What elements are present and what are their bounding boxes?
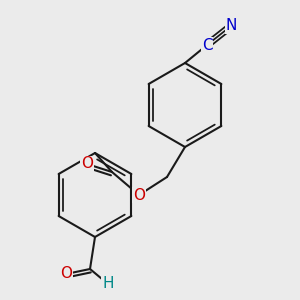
Text: N: N bbox=[225, 19, 237, 34]
Text: O: O bbox=[133, 188, 145, 202]
Text: C: C bbox=[202, 38, 212, 52]
Text: O: O bbox=[60, 266, 72, 281]
Text: O: O bbox=[81, 157, 93, 172]
Text: H: H bbox=[102, 277, 114, 292]
